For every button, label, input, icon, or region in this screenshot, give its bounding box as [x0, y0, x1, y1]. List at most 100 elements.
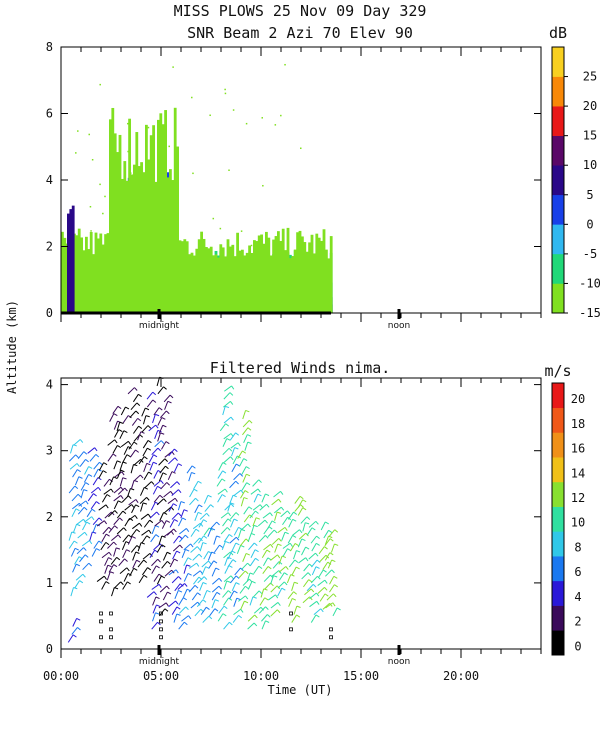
- barb-shaft: [212, 577, 220, 585]
- barb-shaft: [252, 517, 257, 527]
- barb-flag: [178, 535, 183, 539]
- plot-frame: [60, 377, 542, 650]
- barb-shaft: [154, 430, 159, 439]
- wind-barb: [193, 576, 203, 585]
- barb-shaft: [298, 557, 306, 564]
- barb-shaft: [168, 503, 174, 512]
- barb-flag: [83, 506, 88, 511]
- y-tick-label: 4: [46, 173, 53, 187]
- barb-flag: [73, 540, 78, 544]
- barb-shaft: [193, 480, 199, 490]
- snr-speck: [240, 230, 243, 232]
- barb-shaft: [163, 506, 172, 514]
- wind-column-10: [156, 376, 175, 617]
- barb-flag: [197, 480, 202, 484]
- barb-shaft: [242, 473, 247, 483]
- wind-barb: [104, 557, 113, 566]
- wind-barb: [223, 534, 233, 543]
- barb-shaft: [247, 614, 256, 622]
- barb-flag: [88, 474, 93, 477]
- barb-shaft: [308, 520, 317, 528]
- barb-shaft: [194, 608, 202, 617]
- barb-shaft: [141, 529, 150, 536]
- barb-shaft: [122, 581, 128, 590]
- colorbar-tick-label: 20: [571, 392, 585, 406]
- wind-barb: [332, 607, 341, 617]
- barb-shaft: [151, 621, 158, 630]
- wind-barb: [89, 454, 100, 462]
- wind-barb: [151, 525, 160, 535]
- wind-barb: [168, 503, 178, 512]
- barb-flag: [113, 413, 118, 417]
- wind-barb: [219, 423, 230, 432]
- snr-cell: [130, 174, 134, 313]
- barb-shaft: [132, 522, 140, 530]
- y-tick-label: 2: [46, 510, 53, 524]
- barb-shaft: [297, 499, 304, 508]
- barb-shaft: [79, 459, 86, 467]
- barb-flag: [151, 481, 155, 485]
- barb-shaft: [213, 544, 220, 553]
- wind-barb: [158, 602, 169, 609]
- barb-shaft: [127, 488, 131, 498]
- barb-flag: [230, 456, 234, 461]
- barb-shaft: [262, 566, 269, 574]
- barb-shaft: [291, 566, 297, 576]
- wind-barb: [116, 510, 127, 519]
- barb-flag: [235, 432, 240, 436]
- wind-barb: [325, 602, 336, 609]
- barb-flag: [108, 557, 113, 560]
- wind-barb: [93, 540, 103, 549]
- barb-flag: [77, 627, 81, 631]
- snr-cell: [113, 133, 117, 313]
- barb-flag: [153, 591, 157, 596]
- barb-shaft: [80, 482, 87, 491]
- barb-flag: [119, 517, 123, 522]
- wind-barb: [270, 575, 278, 585]
- wind-column-7: [127, 387, 144, 577]
- wind-barb: [290, 543, 299, 552]
- barb-flag: [163, 512, 168, 515]
- wind-barb: [129, 410, 140, 418]
- barb-shaft: [199, 512, 207, 520]
- barb-flag: [127, 573, 132, 576]
- barb-shaft: [282, 517, 288, 526]
- wind-barb: [138, 456, 148, 465]
- wind-barb: [282, 542, 293, 549]
- wind-barb: [282, 548, 292, 557]
- barb-shaft: [227, 502, 231, 512]
- wind-column-15: [207, 521, 224, 617]
- wind-barb: [303, 579, 313, 588]
- snr-speck: [250, 244, 253, 247]
- barb-shaft: [222, 447, 230, 456]
- barb-shaft: [286, 574, 292, 584]
- barb-shaft: [270, 609, 278, 617]
- barb-shaft: [108, 564, 115, 573]
- wind-barb: [244, 441, 252, 451]
- barb-shaft: [270, 575, 274, 585]
- barb-shaft: [168, 569, 177, 576]
- barb-shaft: [294, 496, 301, 504]
- barb-flag: [290, 574, 295, 577]
- barb-flag: [135, 504, 140, 508]
- wind-barb: [89, 531, 97, 541]
- barb-flag: [334, 584, 338, 588]
- wind-barb: [227, 502, 235, 512]
- barb-flag: [277, 554, 281, 559]
- wind-barb: [232, 614, 243, 623]
- barb-shaft: [229, 432, 236, 441]
- barb-shaft: [327, 559, 333, 569]
- barb-flag: [324, 521, 329, 525]
- barb-shaft: [113, 547, 117, 557]
- barb-shaft: [188, 585, 196, 593]
- barb-shaft: [156, 575, 162, 585]
- wind-barb: [149, 461, 158, 471]
- colorbar-tick-label: 15: [583, 129, 597, 143]
- barb-shaft: [163, 490, 171, 498]
- barb-flag: [208, 560, 212, 565]
- barb-flag: [266, 503, 270, 508]
- wind-barb: [91, 548, 101, 557]
- wind-barb: [92, 517, 103, 526]
- wind-barb: [141, 529, 152, 536]
